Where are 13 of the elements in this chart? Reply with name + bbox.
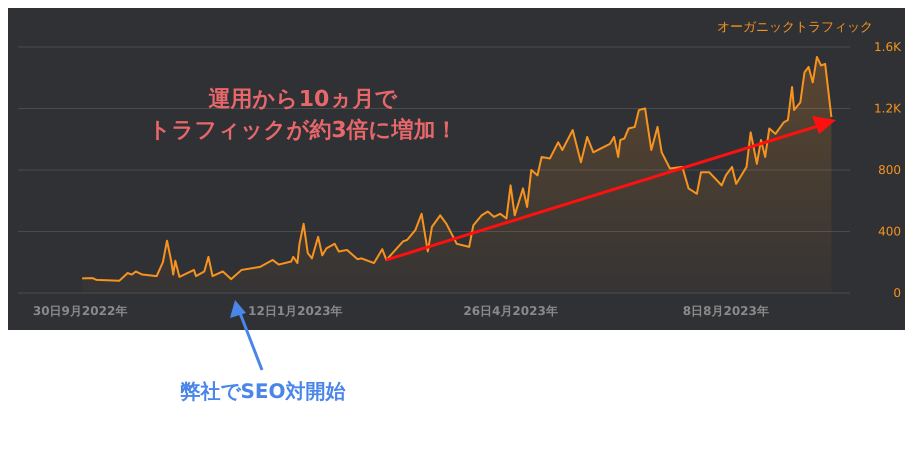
y-tick-label: 0 xyxy=(893,286,901,300)
x-tick-label: 12日1月2023年 xyxy=(248,304,343,318)
text: オーガニックトラフィック xyxy=(717,20,873,35)
annotation: 運用から10ヵ月で xyxy=(208,86,398,114)
annotation: トラフィックが約3倍に増加！ xyxy=(147,116,459,145)
y-tick-label: 800 xyxy=(878,163,901,178)
x-tick-label: 26日4月2023年 xyxy=(463,304,558,318)
y-tick-label: 1.6K xyxy=(874,40,902,54)
y-tick-label: 1.2K xyxy=(874,102,902,116)
y-tick-label: 400 xyxy=(878,224,901,239)
x-tick-label: 8日8月2023年 xyxy=(682,304,769,318)
text: 弊社でSEO対開始 xyxy=(179,378,347,405)
x-tick-label: 30日9月2022年 xyxy=(32,304,128,318)
